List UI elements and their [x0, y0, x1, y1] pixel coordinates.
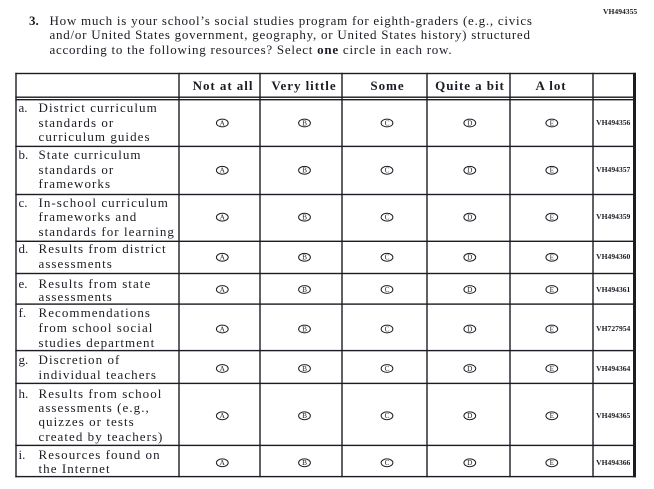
svg-text:A: A	[220, 285, 226, 294]
svg-text:C: C	[385, 166, 390, 175]
svg-text:B: B	[302, 213, 307, 222]
svg-text:E: E	[550, 166, 555, 175]
svg-text:B: B	[302, 364, 307, 373]
svg-text:A: A	[220, 411, 226, 420]
svg-text:D: D	[467, 411, 472, 420]
svg-text:E: E	[550, 364, 555, 373]
svg-text:B: B	[302, 324, 307, 333]
svg-text:C: C	[385, 213, 390, 222]
svg-text:C: C	[385, 458, 390, 467]
svg-text:D: D	[467, 118, 472, 127]
svg-text:D: D	[467, 213, 472, 222]
svg-text:A: A	[220, 364, 226, 373]
svg-text:B: B	[302, 458, 307, 467]
svg-text:E: E	[550, 411, 555, 420]
svg-text:D: D	[467, 324, 472, 333]
svg-text:B: B	[302, 166, 307, 175]
svg-text:E: E	[550, 285, 555, 294]
svg-text:E: E	[550, 118, 555, 127]
svg-text:B: B	[302, 118, 307, 127]
svg-text:C: C	[385, 411, 390, 420]
svg-text:D: D	[467, 166, 472, 175]
svg-text:C: C	[385, 118, 390, 127]
svg-text:A: A	[220, 166, 226, 175]
svg-text:D: D	[467, 285, 472, 294]
svg-text:A: A	[220, 213, 226, 222]
svg-text:B: B	[302, 253, 307, 262]
svg-text:D: D	[467, 253, 472, 262]
svg-text:C: C	[385, 364, 390, 373]
svg-text:C: C	[385, 324, 390, 333]
svg-text:E: E	[550, 213, 555, 222]
svg-text:E: E	[550, 458, 555, 467]
svg-text:E: E	[550, 253, 555, 262]
svg-text:D: D	[467, 458, 472, 467]
svg-text:C: C	[385, 253, 390, 262]
svg-text:A: A	[220, 324, 226, 333]
svg-text:A: A	[220, 118, 226, 127]
svg-text:A: A	[220, 253, 226, 262]
svg-text:B: B	[302, 411, 307, 420]
svg-text:C: C	[385, 285, 390, 294]
svg-text:D: D	[467, 364, 472, 373]
svg-text:E: E	[550, 324, 555, 333]
svg-text:A: A	[220, 458, 226, 467]
svg-text:B: B	[302, 285, 307, 294]
